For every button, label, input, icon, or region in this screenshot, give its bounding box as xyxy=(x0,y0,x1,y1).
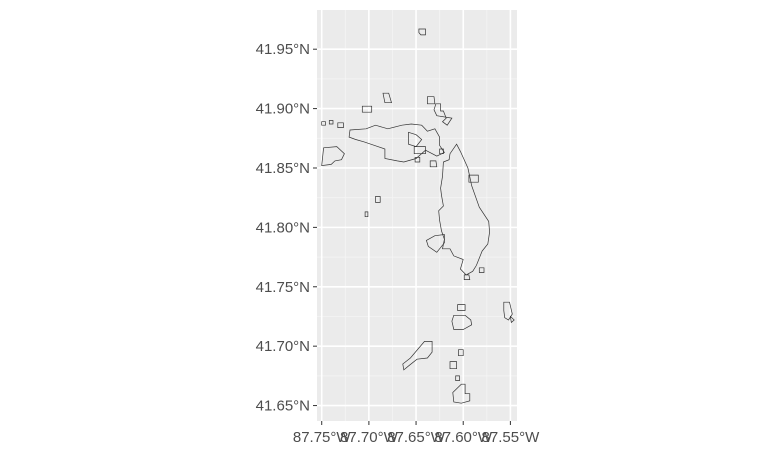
region-outline xyxy=(429,160,438,168)
y-tick-label: 41.85°N xyxy=(256,160,310,177)
region-outline xyxy=(463,274,471,280)
region-outline xyxy=(468,174,479,183)
x-tick-label: 87.60°W xyxy=(434,429,493,446)
region-outline xyxy=(503,301,513,321)
region-outline xyxy=(425,234,445,253)
x-tick-label: 87.70°W xyxy=(340,429,399,446)
region-outline xyxy=(321,146,345,167)
major-grid-lines xyxy=(317,10,517,421)
region-outline xyxy=(402,341,433,371)
region-outline xyxy=(457,304,466,311)
region-outline xyxy=(439,148,444,155)
region-outline xyxy=(449,361,457,370)
region-outline xyxy=(375,196,381,203)
y-axis: 41.65°N 41.70°N 41.75°N 41.80°N 41.85°N 41.90… xyxy=(256,41,317,415)
y-tick-label: 41.80°N xyxy=(256,219,310,236)
region-outline xyxy=(408,131,423,148)
x-axis: 87.75°W87.70°W87.65°W87.60°W87.55°W xyxy=(293,421,540,446)
x-tick-label: 87.75°W xyxy=(293,429,352,446)
minor-grid-lines xyxy=(317,10,517,421)
region-outline xyxy=(382,92,392,104)
region-outline xyxy=(418,28,426,36)
y-tick-label: 41.70°N xyxy=(256,338,310,355)
region-outline xyxy=(328,120,334,125)
region-outline xyxy=(478,267,485,273)
region-outline xyxy=(361,105,373,113)
region-outline xyxy=(452,383,471,404)
x-tick-label: 87.55°W xyxy=(482,429,541,446)
region-outline xyxy=(337,122,344,128)
y-tick-label: 41.95°N xyxy=(256,41,310,58)
y-tick-label: 41.65°N xyxy=(256,398,310,415)
region-outline xyxy=(451,314,473,330)
region-outline xyxy=(509,315,515,324)
region-outline xyxy=(427,96,436,105)
region-outline xyxy=(458,349,464,357)
region-outline xyxy=(414,156,421,163)
y-tick-label: 41.90°N xyxy=(256,101,310,118)
region-outline xyxy=(433,103,453,126)
region-polygons xyxy=(321,28,515,404)
y-tick-label: 41.75°N xyxy=(256,279,310,296)
region-outline xyxy=(348,123,445,163)
region-outline xyxy=(455,375,460,381)
region-outline xyxy=(413,146,426,155)
region-outline xyxy=(321,121,326,126)
x-tick-label: 87.65°W xyxy=(387,429,446,446)
region-outline xyxy=(364,211,369,218)
